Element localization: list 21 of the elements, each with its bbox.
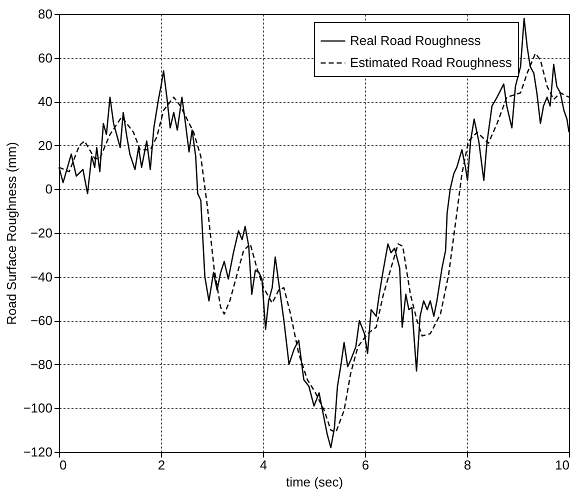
y-tick-label: 80: [38, 6, 52, 22]
x-tick-label: 8: [464, 458, 472, 472]
x-tick-label: 2: [158, 458, 166, 472]
legend-label: Real Road Roughness: [350, 33, 482, 48]
legend-label: Estimated Road Roughness: [350, 55, 512, 70]
y-tick-label: −80: [30, 356, 52, 372]
y-tick-label: 0: [45, 182, 52, 197]
y-tick-label: −40: [30, 269, 52, 284]
x-tick-label: 4: [260, 458, 268, 472]
y-tick-label: −60: [30, 313, 52, 328]
y-axis-title: Road Surface Roughness (mm): [4, 142, 20, 325]
x-tick-label: 6: [362, 458, 370, 472]
y-tick-label: 20: [38, 138, 52, 153]
x-tick-label: 10: [555, 458, 570, 472]
x-axis-title: time (sec): [286, 474, 344, 489]
y-tick-label: −100: [23, 400, 52, 416]
y-tick-label: −120: [23, 444, 52, 460]
y-tick-label: 40: [38, 94, 52, 110]
y-tick-label: 60: [38, 50, 52, 66]
x-tick-label: 0: [60, 458, 67, 472]
y-tick-label: −20: [30, 226, 52, 240]
